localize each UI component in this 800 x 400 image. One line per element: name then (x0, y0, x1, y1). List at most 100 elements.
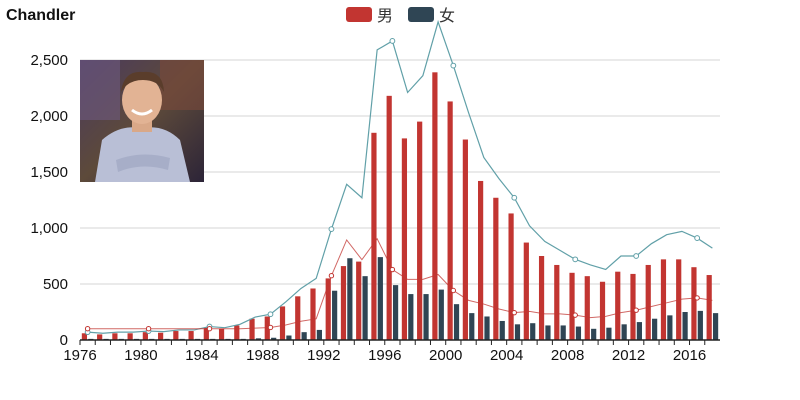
bar-female-2008 (575, 326, 582, 340)
bar-female-2009 (591, 328, 597, 340)
bar-male-1982 (173, 331, 179, 340)
bar-female-1997 (408, 294, 414, 340)
bar-female-2005 (530, 323, 536, 340)
bar-female-1996 (392, 285, 399, 340)
y-tick-label: 2,000 (30, 108, 68, 125)
bar-female-2010 (606, 327, 612, 340)
bar-male-2013 (645, 264, 651, 340)
legend-swatch-male[interactable] (346, 7, 372, 22)
person-photo (80, 60, 204, 182)
secondary-point (389, 266, 396, 273)
bar-male-1994 (356, 261, 362, 340)
y-tick-label: 1,500 (30, 164, 68, 181)
bar-male-1992 (325, 278, 331, 340)
bar-female-2011 (621, 324, 627, 340)
bar-female-1987 (255, 338, 262, 340)
bar-male-1985 (218, 328, 225, 340)
bar-male-1995 (371, 132, 377, 340)
x-axis: 1976 1980 1984 1988 1992 1996 2000 2004 2008 2012… (63, 339, 720, 364)
bar-male-2006 (538, 256, 545, 340)
bar-female-1991 (316, 329, 322, 340)
secondary-point (694, 295, 700, 301)
x-tick-label: 1984 (185, 347, 218, 364)
x-tick-label: 1996 (368, 347, 401, 364)
legend-label-male[interactable]: 男 (377, 6, 393, 25)
bar-female-2017 (712, 313, 719, 340)
bar-female-1995 (377, 257, 383, 340)
bar-male-2008 (569, 272, 575, 340)
total-point (633, 253, 640, 259)
lines (84, 19, 713, 336)
y-tick-label: 1,000 (30, 220, 68, 237)
total-point (267, 311, 274, 318)
bar-male-1981 (158, 332, 164, 340)
bar-male-1983 (188, 331, 194, 340)
bar-female-1998 (423, 294, 429, 340)
bar-female-2016 (697, 310, 703, 340)
bar-male-1989 (279, 306, 286, 340)
secondary-point (450, 287, 457, 294)
bar-female-2000 (453, 304, 460, 340)
bar-male-1991 (310, 288, 316, 340)
bar-female-2007 (560, 325, 566, 340)
y-tick-label: 0 (60, 332, 68, 349)
bar-male-1986 (234, 325, 240, 340)
bar-female-1992 (332, 290, 338, 340)
secondary-point (206, 325, 213, 332)
total-point (694, 235, 701, 241)
y-tick-label: 2,500 (30, 52, 68, 69)
y-axis-ticks: 0 500 1,000 1,500 2,000 2,500 (30, 52, 68, 349)
bar-female-1988 (271, 337, 277, 340)
bar-male-2003 (493, 197, 499, 340)
legend[interactable]: 男女 (346, 6, 455, 25)
total-point (450, 62, 457, 69)
x-tick-label: 2000 (429, 347, 462, 364)
x-tick-label: 2004 (490, 347, 523, 364)
bar-female-2014 (667, 315, 673, 340)
bar-female-2003 (499, 320, 505, 340)
bar-male-1980 (142, 332, 148, 340)
bar-male-1977 (97, 334, 103, 340)
total-point (328, 226, 335, 233)
bar-female-2013 (652, 318, 658, 340)
bar-male-1976 (81, 333, 88, 340)
bar-female-2015 (682, 312, 688, 340)
bar-male-1990 (295, 296, 301, 340)
secondary-point (84, 325, 91, 332)
x-tick-label: 1988 (246, 347, 279, 364)
secondary-point (145, 325, 152, 332)
x-tick-label: 1992 (307, 347, 340, 364)
bar-female-1990 (301, 332, 307, 340)
bar-male-1997 (401, 138, 408, 340)
bar-male-1978 (112, 333, 118, 340)
bar-male-2005 (523, 242, 529, 340)
bar-female-2006 (545, 325, 551, 340)
bar-male-2004 (508, 213, 514, 340)
bar-male-2011 (615, 271, 621, 340)
x-tick-label: 1976 (63, 347, 96, 364)
bar-female-1999 (438, 289, 444, 340)
x-tick-label: 2008 (551, 347, 584, 364)
bar-male-1984 (203, 327, 209, 340)
bar-female-2004 (514, 324, 521, 340)
total-point (511, 194, 518, 201)
bar-male-2001 (462, 139, 468, 340)
watermark: 头条 @DT财经 (652, 370, 752, 388)
bar-male-2007 (554, 264, 560, 340)
secondary-point (572, 312, 578, 318)
bar-male-2000 (447, 101, 453, 340)
bar-male-1979 (127, 333, 133, 340)
bar-male-1993 (340, 266, 347, 340)
x-tick-label: 1980 (124, 347, 157, 364)
bar-male-2002 (478, 180, 484, 340)
secondary-point (633, 307, 639, 313)
bar-male-1998 (417, 121, 423, 340)
secondary-point (328, 273, 335, 279)
legend-label-female[interactable]: 女 (439, 6, 455, 25)
bar-male-2012 (630, 273, 636, 340)
bar-male-2017 (706, 275, 712, 340)
legend-swatch-female[interactable] (408, 7, 434, 22)
bar-male-1999 (432, 72, 438, 340)
bar-male-2014 (660, 259, 667, 340)
